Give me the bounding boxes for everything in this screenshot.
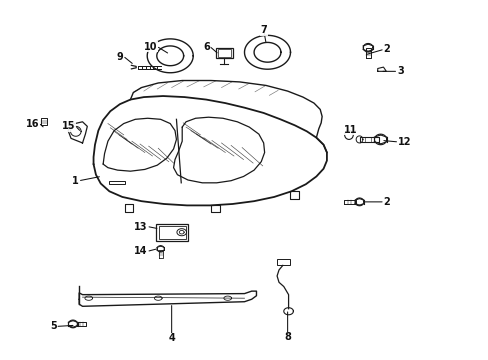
Bar <box>109 181 124 184</box>
Text: 7: 7 <box>260 25 266 35</box>
Text: 6: 6 <box>203 42 209 51</box>
Text: 13: 13 <box>134 221 147 231</box>
Ellipse shape <box>344 130 352 139</box>
Bar <box>156 224 188 241</box>
Text: 14: 14 <box>134 246 147 256</box>
Text: 4: 4 <box>168 333 175 343</box>
Bar <box>217 49 230 57</box>
Text: 8: 8 <box>284 332 290 342</box>
Text: 15: 15 <box>62 121 76 131</box>
Bar <box>277 259 289 265</box>
Text: 11: 11 <box>343 125 356 135</box>
Text: 3: 3 <box>396 66 403 76</box>
Text: 2: 2 <box>383 197 389 207</box>
Text: 9: 9 <box>117 51 123 62</box>
Text: 2: 2 <box>383 45 389 54</box>
Text: 12: 12 <box>397 137 410 147</box>
Text: 5: 5 <box>50 321 57 332</box>
Text: 16: 16 <box>26 118 40 129</box>
Bar <box>159 225 185 239</box>
Text: 1: 1 <box>72 176 79 186</box>
Text: 10: 10 <box>143 42 157 51</box>
Bar <box>215 48 232 58</box>
